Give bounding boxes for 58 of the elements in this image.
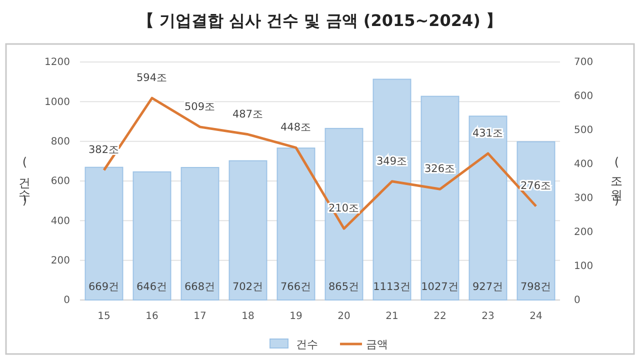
data-label: 276조 — [520, 180, 552, 192]
x-tick-label: 22 — [434, 311, 446, 322]
x-tick-label: 20 — [338, 311, 350, 322]
y-tick-label: 1200 — [44, 57, 70, 68]
data-label: 487조 — [232, 108, 264, 120]
bar — [324, 128, 364, 300]
bar — [132, 171, 172, 300]
y2-tick-label: 0 — [574, 295, 580, 306]
data-label: 509조 — [184, 100, 216, 113]
x-tick-label: 24 — [530, 311, 542, 322]
y2-tick-label: 100 — [574, 261, 594, 272]
y-tick-label: 800 — [50, 136, 70, 148]
data-label: 766건 — [280, 281, 312, 293]
x-tick-label: 17 — [194, 311, 206, 322]
y2-tick-label: 600 — [574, 91, 594, 102]
y2-tick-label: 300 — [574, 193, 594, 204]
x-tick-label: 19 — [290, 311, 302, 322]
data-label: 594조 — [136, 72, 168, 84]
y2-tick-label: 400 — [574, 159, 594, 170]
data-label: 702건 — [232, 281, 264, 293]
x-tick-label: 15 — [98, 311, 110, 322]
data-label: 349조 — [376, 155, 408, 168]
data-label: 1113건 — [373, 281, 411, 293]
legend-label: 건수 — [296, 338, 318, 351]
bar — [180, 167, 220, 300]
bar — [228, 160, 268, 300]
bar — [372, 78, 412, 300]
data-label: 431조 — [472, 127, 504, 140]
bar — [516, 141, 556, 300]
data-label: 669건 — [88, 281, 120, 293]
bar — [84, 166, 124, 300]
y2-axis-title: (조원) — [610, 155, 624, 207]
y-tick-label: 0 — [64, 295, 70, 306]
bar — [468, 116, 508, 300]
data-label: 1027건 — [421, 281, 459, 293]
data-label: 798건 — [520, 281, 552, 293]
bar — [276, 148, 316, 300]
x-tick-label: 18 — [242, 311, 254, 322]
y-tick-label: 1000 — [44, 96, 70, 108]
data-label: 865건 — [328, 281, 360, 293]
legend-label: 금액 — [366, 338, 388, 351]
data-label: 646건 — [136, 281, 168, 293]
y-tick-label: 400 — [50, 216, 70, 227]
x-tick-label: 21 — [386, 311, 398, 322]
y-axis-title: (건수) — [18, 155, 32, 207]
data-label: 448조 — [280, 122, 312, 134]
y2-tick-label: 700 — [574, 57, 594, 68]
bar — [420, 96, 460, 300]
data-label: 668건 — [184, 281, 216, 293]
chart-title: 【 기업결합 심사 건수 및 금액 (2015~2024) 】 — [138, 11, 502, 30]
data-label: 927건 — [472, 281, 504, 293]
x-tick-label: 23 — [482, 311, 494, 322]
y2-tick-label: 500 — [574, 125, 594, 136]
y-tick-label: 600 — [50, 176, 70, 188]
data-label: 326조 — [424, 163, 456, 176]
x-tick-label: 16 — [146, 311, 158, 322]
y2-tick-label: 200 — [574, 227, 594, 238]
y-tick-label: 200 — [50, 256, 70, 267]
